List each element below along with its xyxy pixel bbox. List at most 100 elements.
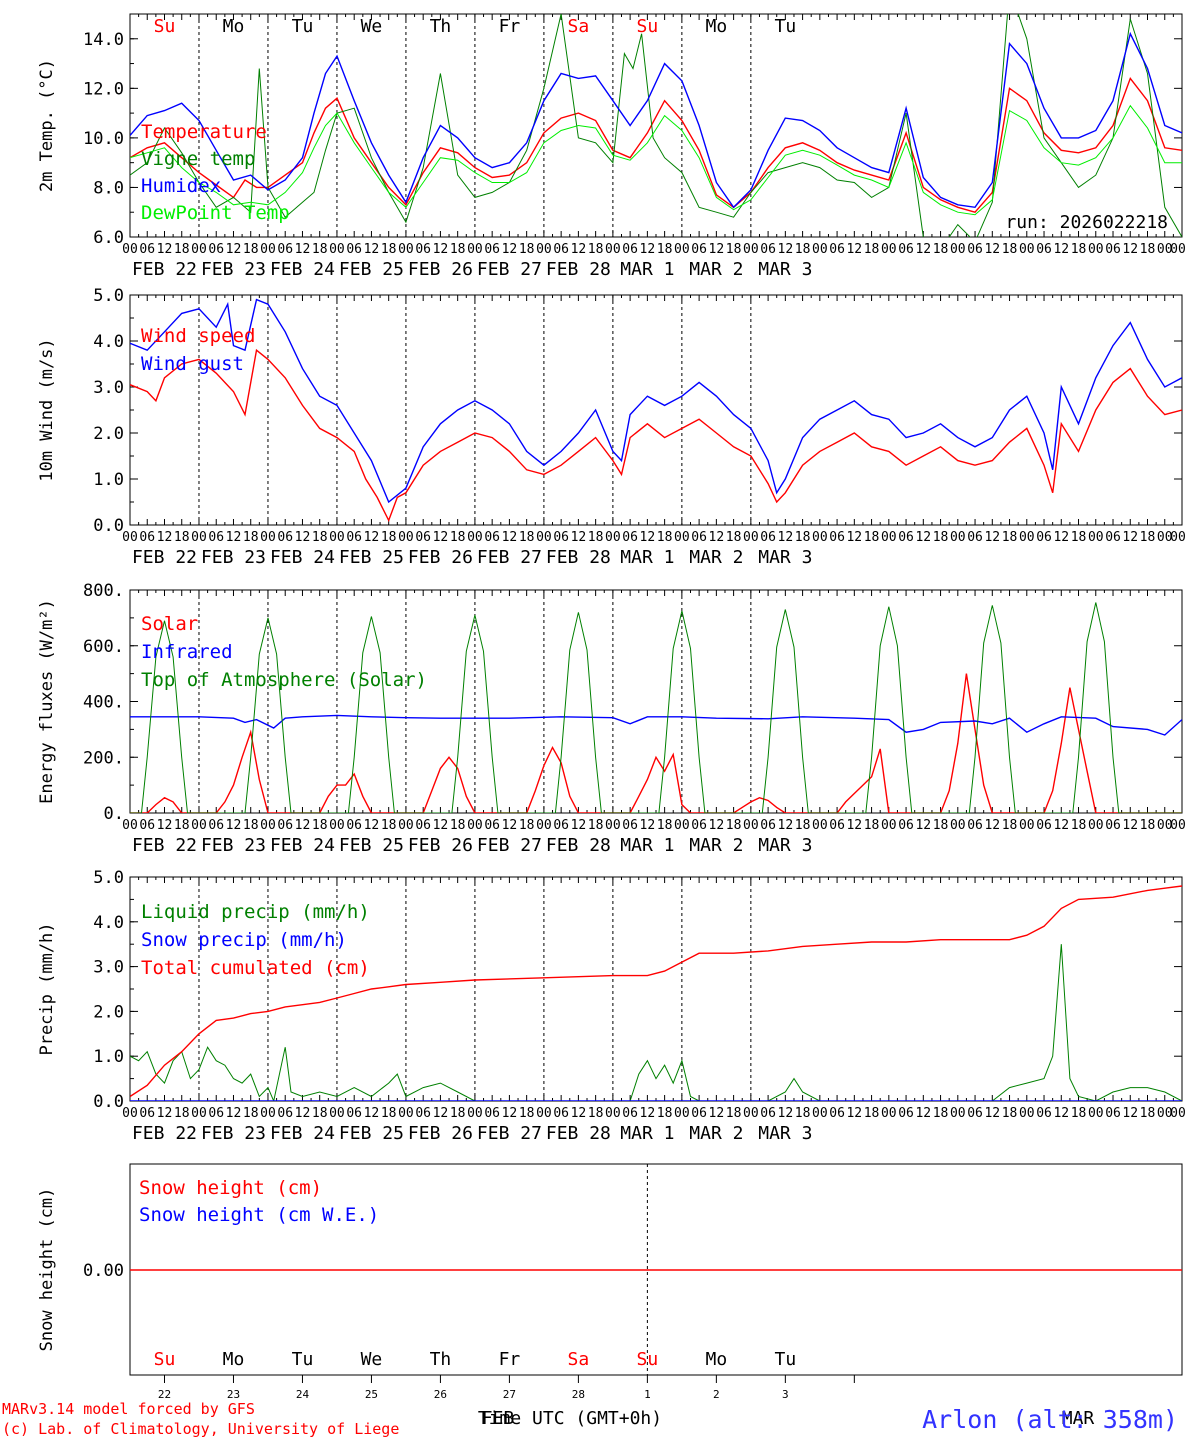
hour-tick-label: 00 xyxy=(605,242,621,257)
hour-tick-label: 18 xyxy=(450,530,466,545)
series-line-liquid-precip-mm-h- xyxy=(130,944,1182,1101)
hour-tick-label: 18 xyxy=(726,530,742,545)
hour-tick-label: 06 xyxy=(484,818,500,833)
month-overlay-feb: FEB xyxy=(482,1408,515,1429)
hour-tick-label: 18 xyxy=(312,242,328,257)
hour-tick-label: 18 xyxy=(243,818,259,833)
hour-tick-label: 12 xyxy=(502,1106,518,1121)
hour-tick-label: 00 xyxy=(605,818,621,833)
weekday-label: Sa xyxy=(568,1349,590,1370)
date-label: FEB 22 xyxy=(132,259,197,280)
legend-entry: Snow height (cm W.E.) xyxy=(139,1204,379,1226)
hour-tick-label: 00 xyxy=(1088,1106,1104,1121)
date-label: MAR 2 xyxy=(689,835,743,856)
y-tick-label: 0.0 xyxy=(93,1092,124,1112)
hour-tick-label: 18 xyxy=(1071,1106,1087,1121)
date-label: MAR 1 xyxy=(620,835,674,856)
hour-tick-label: 06 xyxy=(553,242,569,257)
hour-tick-label: 06 xyxy=(967,1106,983,1121)
date-label: FEB 23 xyxy=(201,547,266,568)
date-label: MAR 1 xyxy=(620,259,674,280)
date-label: FEB 28 xyxy=(546,1123,611,1144)
hour-tick-label: 18 xyxy=(588,818,604,833)
hour-tick-label: 00 xyxy=(467,818,483,833)
hour-tick-label: 12 xyxy=(571,530,587,545)
y-axis-label-energy: Energy fluxes (W/m²) xyxy=(37,599,57,804)
y-tick-label: 10.0 xyxy=(83,129,124,149)
hour-tick-label: 18 xyxy=(1140,1106,1156,1121)
hour-tick-label: 06 xyxy=(622,818,638,833)
hour-tick-label: 00 xyxy=(536,1106,552,1121)
y-tick-label: 0.0 xyxy=(93,516,124,536)
weekday-label: Tu xyxy=(292,16,314,37)
hour-tick-label: 12 xyxy=(1122,1106,1138,1121)
hour-tick-label: 00 xyxy=(674,1106,690,1121)
hour-tick-label: 18 xyxy=(795,242,811,257)
day-number-label: 2 xyxy=(713,1388,720,1401)
day-number-label: 25 xyxy=(365,1388,378,1401)
hour-tick-label: 06 xyxy=(622,1106,638,1121)
hour-tick-label: 00 xyxy=(467,242,483,257)
hour-tick-label: 06 xyxy=(484,242,500,257)
hour-tick-label: 00 xyxy=(605,530,621,545)
hour-tick-label: 18 xyxy=(381,818,397,833)
series-line-humidex xyxy=(130,31,1182,209)
hour-tick-label: 06 xyxy=(346,1106,362,1121)
date-label: MAR 3 xyxy=(758,547,812,568)
hour-tick-label: 06 xyxy=(277,1106,293,1121)
series-group-precip xyxy=(130,885,1182,1101)
y-tick-label: 3.0 xyxy=(93,378,124,398)
weekday-label: Th xyxy=(430,1349,452,1370)
series-group-temperature xyxy=(130,14,1182,237)
weekday-label: Tu xyxy=(775,1349,797,1370)
y-tick-label: 14.0 xyxy=(83,30,124,50)
hour-tick-label: 06 xyxy=(1105,242,1121,257)
credit-line-2: (c) Lab. of Climatology, University of L… xyxy=(2,1420,399,1438)
hour-tick-label: 18 xyxy=(726,242,742,257)
hour-tick-label: 06 xyxy=(760,530,776,545)
date-label: FEB 26 xyxy=(408,259,473,280)
hour-tick-label: 06 xyxy=(967,242,983,257)
hour-tick-label: 00 xyxy=(122,242,138,257)
hour-tick-label: 00 xyxy=(398,530,414,545)
series-line-total-cumulated-cm- xyxy=(130,885,1182,1098)
weekday-label: Fr xyxy=(499,1349,521,1370)
hour-tick-label: 06 xyxy=(829,1106,845,1121)
hour-tick-label: 12 xyxy=(984,530,1000,545)
date-label: FEB 28 xyxy=(546,835,611,856)
credit-line-1: MARv3.14 model forced by GFS xyxy=(2,1400,255,1418)
hour-tick-label: 18 xyxy=(519,1106,535,1121)
series-line-top-of-atmosphere-solar- xyxy=(130,602,1182,813)
hour-tick-label: 12 xyxy=(226,818,242,833)
series-line-wind-speed xyxy=(130,348,1182,523)
date-label: FEB 27 xyxy=(477,1123,542,1144)
hour-tick-label: 18 xyxy=(1140,530,1156,545)
hour-tick-label: 12 xyxy=(778,530,794,545)
hour-tick-label: 06 xyxy=(277,530,293,545)
hour-tick-label: 12 xyxy=(433,818,449,833)
hour-tick-label: 18 xyxy=(864,242,880,257)
hour-tick-label: 12 xyxy=(1053,818,1069,833)
hour-tick-label: 12 xyxy=(778,242,794,257)
hour-tick-label: 00 xyxy=(1157,1106,1173,1121)
hour-tick-label: 12 xyxy=(295,242,311,257)
legend-entry: Humidex xyxy=(141,175,221,197)
date-label: MAR 3 xyxy=(758,259,812,280)
date-label: FEB 23 xyxy=(201,259,266,280)
weekday-label: Sa xyxy=(568,16,590,37)
date-label: FEB 26 xyxy=(408,835,473,856)
hour-tick-label: 18 xyxy=(1071,818,1087,833)
hour-tick-label: 12 xyxy=(915,242,931,257)
station-label: Arlon (alt: 358m) xyxy=(922,1405,1178,1434)
series-line-wind-gust xyxy=(130,298,1182,504)
hour-tick-label: 06 xyxy=(622,242,638,257)
hour-tick-label: 12 xyxy=(640,530,656,545)
hour-tick-label: 00 xyxy=(950,242,966,257)
day-number-label: 3 xyxy=(782,1388,789,1401)
hour-tick-label: 18 xyxy=(450,1106,466,1121)
hour-tick-label: 12 xyxy=(778,818,794,833)
hour-tick-label: 06 xyxy=(139,1106,155,1121)
hour-tick-label: 18 xyxy=(519,530,535,545)
hour-tick-label: 00 xyxy=(329,1106,345,1121)
legend-entry: Infrared xyxy=(141,641,233,663)
